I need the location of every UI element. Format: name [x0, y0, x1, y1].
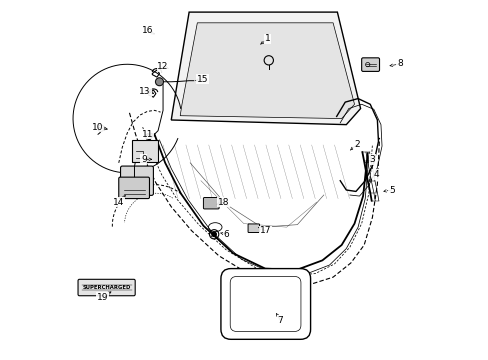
- FancyBboxPatch shape: [230, 276, 300, 332]
- Text: 4: 4: [372, 170, 378, 179]
- Polygon shape: [180, 23, 354, 118]
- Circle shape: [212, 232, 216, 237]
- Text: 6: 6: [224, 230, 229, 239]
- Text: 17: 17: [259, 226, 270, 235]
- Text: 8: 8: [396, 59, 402, 68]
- FancyBboxPatch shape: [203, 198, 219, 209]
- Text: 1: 1: [264, 35, 270, 44]
- Text: 9: 9: [141, 155, 146, 164]
- Text: SUPERCHARGED: SUPERCHARGED: [82, 285, 130, 290]
- Text: 18: 18: [218, 198, 229, 207]
- FancyBboxPatch shape: [78, 279, 135, 296]
- Text: 16: 16: [142, 26, 153, 35]
- FancyBboxPatch shape: [221, 269, 310, 339]
- FancyBboxPatch shape: [247, 224, 259, 233]
- Text: 5: 5: [388, 185, 394, 194]
- FancyBboxPatch shape: [132, 140, 158, 162]
- Text: 2: 2: [353, 140, 359, 149]
- FancyBboxPatch shape: [119, 177, 149, 199]
- Text: 13: 13: [139, 87, 151, 96]
- FancyBboxPatch shape: [121, 166, 153, 195]
- Text: 15: 15: [196, 75, 208, 84]
- Text: 7: 7: [277, 315, 283, 324]
- FancyBboxPatch shape: [361, 58, 379, 71]
- Circle shape: [155, 78, 163, 86]
- Text: 11: 11: [142, 130, 153, 139]
- Text: 10: 10: [91, 123, 103, 132]
- Text: 14: 14: [113, 198, 124, 207]
- Text: 3: 3: [369, 155, 374, 164]
- Text: 12: 12: [157, 62, 168, 71]
- Text: 19: 19: [96, 293, 108, 302]
- Polygon shape: [171, 12, 360, 125]
